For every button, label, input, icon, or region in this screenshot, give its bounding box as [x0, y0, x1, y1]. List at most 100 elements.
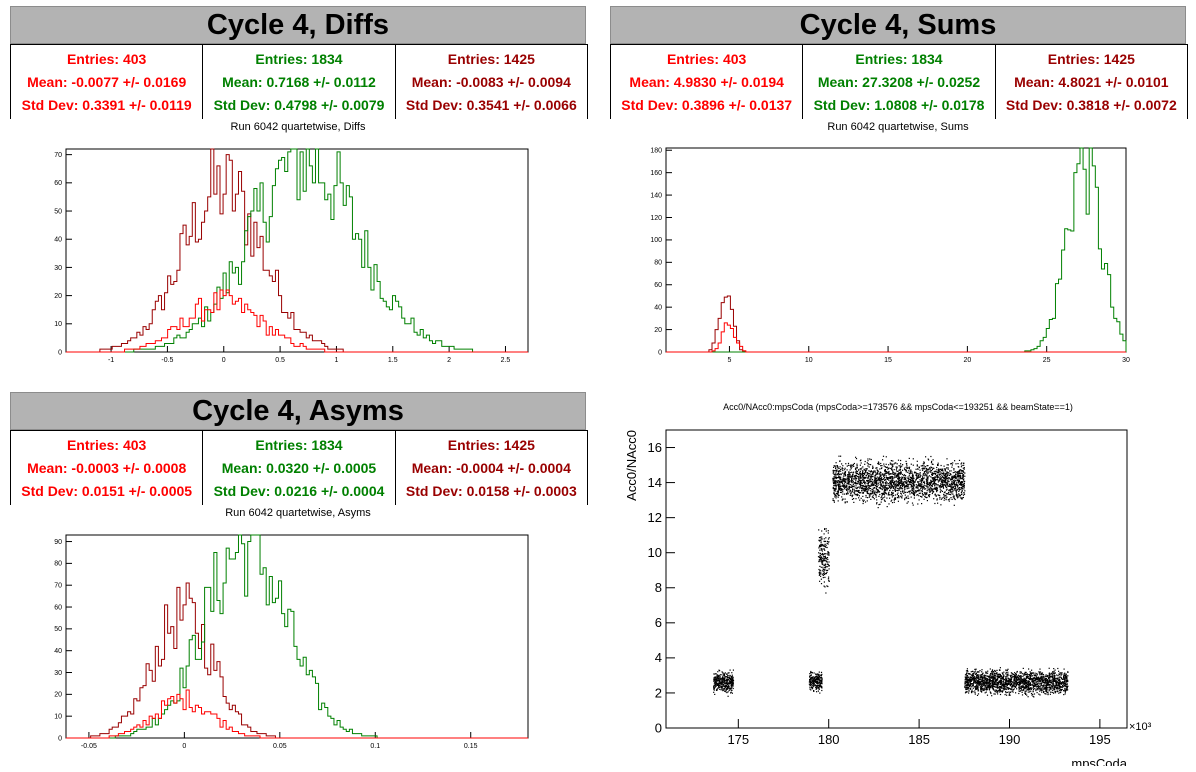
scatter-point	[902, 464, 904, 466]
scatter-point	[967, 676, 969, 678]
scatter-point	[996, 684, 998, 686]
scatter-point	[966, 679, 968, 682]
scatter-point	[888, 485, 890, 487]
scatter-point	[833, 466, 835, 468]
scatter-point	[952, 481, 954, 483]
scatter-point	[1043, 688, 1045, 690]
scatter-point	[1015, 673, 1017, 675]
scatter-point	[864, 489, 866, 491]
scatter-point	[1051, 679, 1053, 681]
scatter-point	[900, 479, 902, 481]
scatter-point	[905, 496, 907, 498]
scatter-point	[871, 470, 873, 472]
scatter-point	[977, 689, 979, 691]
scatter-point	[903, 482, 905, 484]
scatter-point	[724, 676, 727, 678]
scatter-point	[940, 468, 942, 470]
scatter-point	[913, 472, 916, 474]
scatter-point	[1058, 682, 1060, 684]
scatter-point	[716, 689, 718, 691]
scatter-point	[857, 480, 860, 482]
scatter-point	[872, 472, 874, 474]
scatter-point	[952, 491, 954, 493]
scatter-point	[857, 486, 859, 488]
scatter-point	[862, 492, 864, 494]
scatter-point	[851, 466, 853, 468]
scatter-point	[888, 477, 890, 479]
scatter-point	[868, 470, 870, 472]
scatter-point	[946, 464, 948, 466]
scatter-point	[849, 494, 851, 496]
scatter-point	[825, 592, 827, 594]
scatter-point	[880, 497, 882, 499]
scatter-point	[835, 484, 837, 486]
scatter-point	[866, 468, 868, 470]
scatter-point	[909, 473, 911, 475]
scatter-point	[959, 470, 961, 472]
scatter-point	[824, 586, 826, 588]
scatter-point	[722, 676, 724, 678]
scatter-point	[1009, 684, 1011, 686]
scatter-point	[915, 479, 917, 481]
scatter-point	[909, 481, 911, 483]
scatter-point	[1048, 677, 1050, 679]
stat-mean: Mean: 27.3208 +/- 0.0252	[817, 73, 981, 90]
scatter-point	[908, 457, 910, 459]
scatter-point	[1000, 677, 1002, 679]
scatter-point	[717, 674, 719, 676]
scatter-point	[1029, 671, 1031, 673]
scatter-point	[835, 469, 837, 472]
scatter-point	[856, 487, 858, 489]
scatter-point	[861, 490, 863, 492]
scatter-point	[809, 676, 811, 678]
scatter-point	[1002, 680, 1005, 682]
asyms-banner: Cycle 4, Asyms	[10, 392, 586, 430]
scatter-point	[935, 479, 938, 481]
scatter-point	[1048, 684, 1050, 687]
scatter-point	[930, 466, 932, 468]
scatter-point	[1047, 680, 1049, 682]
scatter-point	[840, 473, 842, 475]
scatter-point	[896, 467, 898, 469]
scatter-point	[825, 557, 827, 559]
scatter-point	[1007, 671, 1009, 673]
scatter-point	[915, 468, 917, 470]
scatter-point	[725, 679, 727, 681]
scatter-point	[721, 688, 723, 690]
scatter-point	[942, 476, 944, 478]
scatter-point	[1000, 690, 1002, 693]
scatter-point	[1026, 694, 1028, 696]
scatter-point	[951, 475, 953, 477]
scatter-point	[730, 680, 732, 682]
scatter-point	[953, 497, 955, 499]
scatter-point	[809, 675, 811, 677]
scatter-point	[877, 489, 879, 491]
scatter-point	[920, 488, 922, 490]
scatter-point	[883, 475, 885, 478]
scatter-point	[879, 468, 881, 470]
scatter-point	[1033, 675, 1035, 677]
scatter-point	[921, 479, 923, 481]
scatter-point	[965, 676, 968, 678]
scatter-point	[972, 673, 974, 675]
scatter-point	[1024, 683, 1026, 685]
scatter-point	[934, 494, 936, 496]
scatter-point	[888, 494, 890, 496]
scatter-point	[877, 480, 879, 482]
scatter-point	[959, 474, 961, 476]
scatter-point	[835, 480, 837, 482]
scatter-point	[973, 678, 975, 680]
scatter-point	[929, 481, 931, 484]
scatter-point	[928, 496, 930, 498]
scatter-point	[874, 494, 876, 496]
scatter-point	[910, 486, 912, 488]
scatter-point	[864, 463, 866, 465]
scatter-point	[867, 463, 869, 465]
scatter-point	[846, 485, 848, 487]
scatter-point	[1005, 680, 1007, 682]
scatter-point	[909, 476, 911, 478]
scatter-point	[722, 673, 724, 675]
scatter-point	[726, 678, 728, 681]
scatter-point	[980, 674, 982, 676]
